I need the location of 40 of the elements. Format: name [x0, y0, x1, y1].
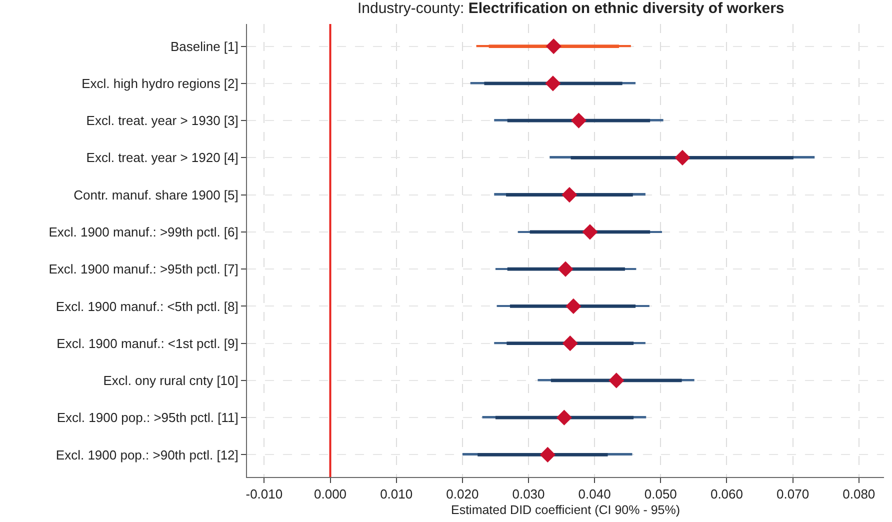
- x-tick-label: 0.030: [512, 486, 545, 502]
- x-tick-label: 0.050: [644, 486, 677, 502]
- x-axis-title: Estimated DID coefficient (CI 90% - 95%): [450, 502, 680, 517]
- y-tick-label: Excl. 1900 pop.: >90th pctl. [12]: [56, 447, 238, 462]
- x-tick-label: 0.040: [578, 486, 611, 502]
- point: [562, 336, 578, 352]
- y-tick-label: Excl. treat. year > 1930 [3]: [86, 113, 238, 128]
- y-tick-label: Excl. 1900 pop.: >95th pctl. [11]: [56, 410, 238, 426]
- point: [556, 410, 572, 426]
- x-tick-label: 0.010: [380, 486, 413, 502]
- point: [608, 372, 624, 388]
- x-tick-label: -0.010: [246, 486, 283, 502]
- chart-subtitle: Electrification on ethnic diversity of workers: [468, 0, 784, 18]
- x-tick-label: 0.070: [776, 486, 810, 502]
- point: [582, 224, 598, 240]
- y-tick-label: Excl. 1900 manuf.: >99th pctl. [6]: [48, 224, 238, 240]
- x-tick-label: 0.080: [842, 486, 876, 502]
- point: [558, 261, 574, 277]
- y-tick-label: Excl. 1900 manuf.: >95th pctl. [7]: [48, 262, 238, 277]
- y-tick-label: Excl. ony rural cnty [10]: [103, 373, 238, 388]
- point: [570, 112, 587, 128]
- point: [545, 76, 561, 92]
- y-tick-label: Excl. 1900 manuf.: <1st pctl. [9]: [56, 336, 238, 351]
- y-tick-label: Excl. high hydro regions [2]: [82, 76, 238, 91]
- point: [562, 187, 578, 203]
- point: [546, 38, 562, 54]
- y-tick-label: Excl. 1900 manuf.: <5th pctl. [8]: [56, 298, 238, 314]
- point: [540, 446, 556, 463]
- y-tick-label: Baseline [1]: [170, 38, 238, 54]
- x-tick-label: 0.020: [446, 486, 479, 502]
- y-tick-label: Contr. manuf. share 1900 [5]: [74, 187, 238, 202]
- bar: [506, 342, 634, 345]
- chart-title: Industry-county:: [357, 0, 464, 18]
- point: [674, 150, 690, 166]
- y-tick-label: Excl. treat. year > 1920 [4]: [86, 150, 238, 166]
- x-tick-label: 0.060: [710, 486, 744, 502]
- bar: [484, 82, 622, 86]
- bar: [570, 156, 794, 160]
- x-tick-label: 0.000: [314, 486, 347, 502]
- point: [566, 298, 582, 314]
